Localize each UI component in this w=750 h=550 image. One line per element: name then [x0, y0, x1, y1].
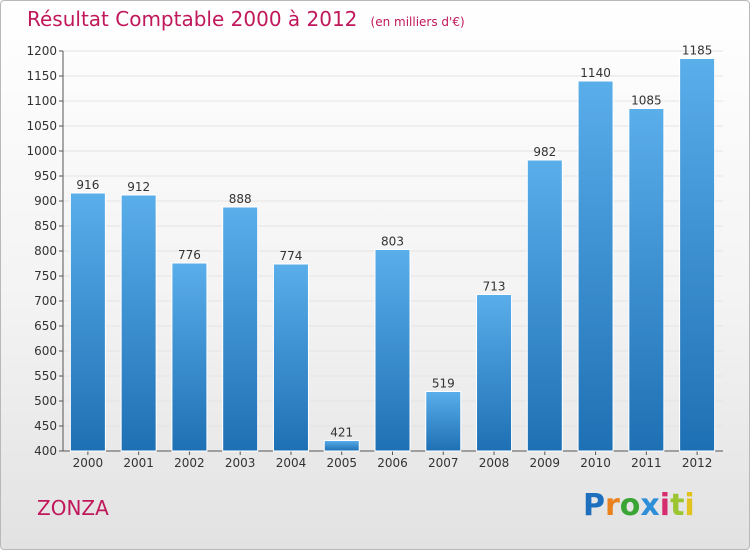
logo-letter: i	[659, 488, 671, 523]
y-tick-label: 750	[34, 269, 57, 283]
chart-subtitle: (en milliers d'€)	[370, 15, 465, 29]
y-tick-label: 850	[34, 219, 57, 233]
x-tick-label: 2007	[428, 456, 459, 470]
x-tick-label: 2012	[682, 456, 713, 470]
x-tick-label: 2000	[73, 456, 104, 470]
bar-2011	[628, 108, 665, 452]
bar-value-label: 803	[381, 235, 404, 249]
bar-2005	[323, 440, 360, 452]
x-tick-label: 2009	[530, 456, 561, 470]
y-tick-label: 400	[34, 444, 57, 458]
bar-value-label: 912	[127, 180, 150, 194]
x-tick-label: 2006	[377, 456, 408, 470]
y-tick-label: 950	[34, 169, 57, 183]
logo-letter: P	[583, 488, 605, 523]
y-tick-label: 1200	[26, 44, 57, 58]
logo-letter: i	[684, 488, 695, 523]
x-tick-label: 2002	[174, 456, 205, 470]
bar-2001	[120, 194, 157, 452]
bar-2006	[374, 249, 411, 452]
y-tick-label: 1050	[26, 119, 57, 133]
y-tick-label: 450	[34, 419, 57, 433]
y-tick-label: 900	[34, 194, 57, 208]
y-tick-label: 600	[34, 344, 57, 358]
bar-2007	[425, 391, 462, 452]
x-tick-label: 2008	[479, 456, 510, 470]
logo-letter: x	[640, 488, 660, 523]
y-tick-label: 650	[34, 319, 57, 333]
y-tick-label: 1150	[26, 69, 57, 83]
bar-value-label: 1185	[682, 44, 713, 58]
bar-value-label: 982	[533, 145, 556, 159]
y-tick-label: 1100	[26, 94, 57, 108]
logo-letter: t	[670, 488, 685, 523]
x-tick-label: 2011	[631, 456, 662, 470]
x-tick-label: 2003	[225, 456, 256, 470]
bar-2008	[476, 294, 513, 452]
y-tick-label: 500	[34, 394, 57, 408]
bars	[69, 58, 716, 452]
commune-name: ZONZA	[37, 496, 109, 520]
logo-letter: r	[605, 488, 620, 523]
bar-value-label: 916	[76, 178, 99, 192]
bar-value-label: 1085	[631, 94, 662, 108]
bar-2004	[272, 263, 309, 452]
chart-title: Résultat Comptable 2000 à 2012	[27, 7, 358, 31]
x-tick-label: 2004	[276, 456, 307, 470]
bar-2012	[679, 58, 716, 452]
bar-2010	[577, 80, 614, 452]
x-tick-label: 2005	[326, 456, 357, 470]
bar-2003	[222, 206, 259, 452]
logo-letter: o	[619, 488, 641, 523]
bar-value-label: 1140	[580, 66, 611, 80]
bar-value-label: 713	[483, 280, 506, 294]
bar-value-label: 519	[432, 377, 455, 391]
bar-value-label: 888	[229, 192, 252, 206]
bar-2009	[526, 159, 563, 452]
title-row: Résultat Comptable 2000 à 2012 (en milli…	[27, 7, 465, 31]
y-tick-label: 550	[34, 369, 57, 383]
x-tick-label: 2010	[580, 456, 611, 470]
bar-value-label: 774	[280, 249, 303, 263]
y-tick-label: 1000	[26, 144, 57, 158]
bar-2002	[171, 262, 208, 452]
y-tick-label: 700	[34, 294, 57, 308]
bar-value-label: 776	[178, 248, 201, 262]
bar-value-label: 421	[330, 426, 353, 440]
x-tick-label: 2001	[123, 456, 154, 470]
bar-2000	[69, 192, 106, 452]
y-tick-label: 800	[34, 244, 57, 258]
labels: 400 450 500 550 600 650 700 750 800 850 900 950 1000…	[26, 44, 712, 471]
proxiti-logo: Proxiti	[583, 488, 695, 523]
